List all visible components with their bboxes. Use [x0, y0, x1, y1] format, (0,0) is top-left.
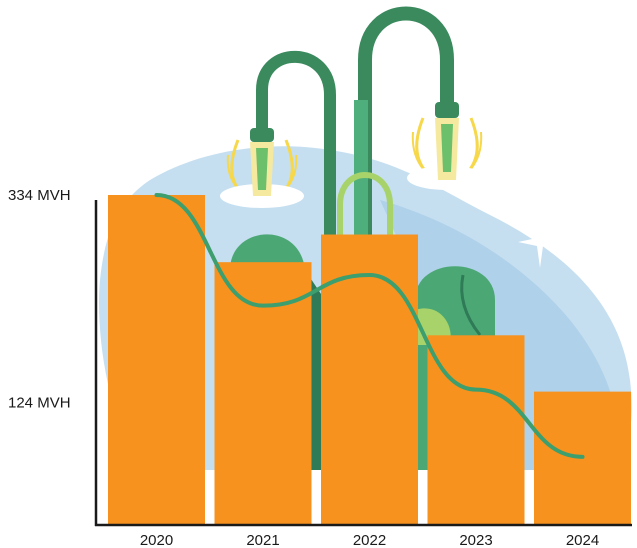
labels-layer: 2020 2021 2022 2023 2024 334 MVH 124 MVH [8, 187, 599, 548]
bar-2020 [108, 195, 205, 525]
bars-layer [108, 195, 631, 525]
bulb-right-icon [407, 102, 487, 190]
sparkle-icon [518, 218, 562, 268]
x-tick-label-2024: 2024 [566, 532, 599, 548]
lamp-stem-left [256, 50, 336, 470]
axes-layer [94, 200, 632, 527]
y-tick-label-124: 124 MVH [8, 394, 71, 411]
trend-line [154, 193, 585, 459]
x-tick-label-2021: 2021 [246, 532, 279, 548]
bar-2023 [427, 335, 525, 525]
lamp-stem-right [358, 6, 454, 470]
bulb-left-icon [220, 128, 304, 208]
bar-2022 [321, 234, 418, 525]
x-tick-label-2022: 2022 [353, 532, 386, 548]
y-tick-label-334: 334 MVH [8, 187, 71, 204]
cactus-right-line [460, 274, 482, 336]
x-tick-label-2023: 2023 [459, 532, 492, 548]
plant-arch [337, 172, 393, 250]
x-tick-label-2020: 2020 [140, 532, 173, 548]
trend-layer [154, 193, 585, 459]
